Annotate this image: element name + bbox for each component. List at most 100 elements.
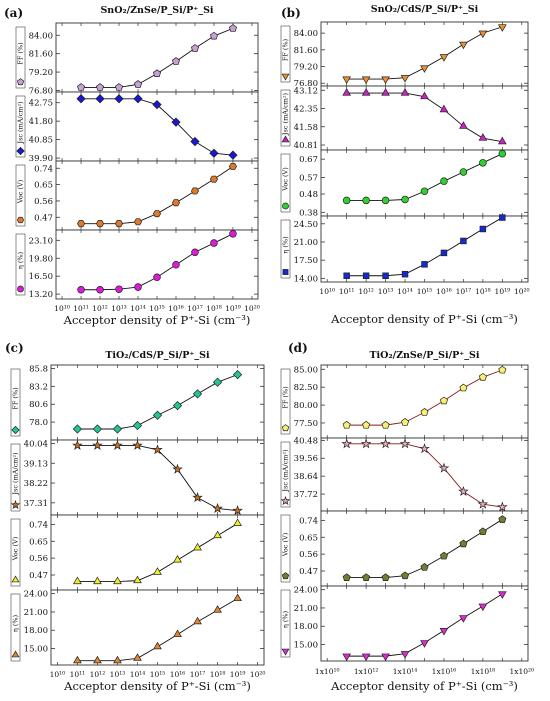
- x-axis: 1x10¹⁰ 1x10¹² 1x10¹⁴ 1x10¹⁶ 1x10¹⁸ 1x10²⁰ Acce…: [315, 667, 534, 693]
- data-point: [362, 196, 370, 205]
- data-point: [134, 218, 143, 226]
- data-point: [497, 591, 507, 599]
- data-point: [342, 76, 352, 85]
- ylabel-box: [280, 441, 291, 508]
- x-tick-label: 10¹²: [92, 304, 108, 313]
- x-tick-label: 10¹³: [111, 304, 127, 313]
- x-axis-label: Acceptor density of P⁺-Si (cm⁻³): [63, 313, 251, 327]
- ylabel-marker-icon: [281, 73, 290, 81]
- x-tick-label: 10¹⁶: [436, 287, 452, 296]
- ylabel-box: [280, 589, 291, 658]
- subplot-frame: [50, 439, 265, 516]
- subplot-0: 76.80 79.20 81.60 84.00 FF (%): [280, 21, 529, 89]
- data-point: [92, 439, 103, 450]
- y-axis-label: Jsc (mA/cm²): [12, 452, 20, 496]
- y-tick-label: 0.38: [299, 208, 318, 218]
- ylabel-marker-icon: [280, 495, 291, 506]
- subplot-frame: [55, 160, 259, 231]
- data-point: [152, 210, 162, 218]
- data-point: [228, 24, 237, 32]
- y-tick-label: 83.2: [29, 382, 48, 392]
- ylabel-box: [10, 368, 21, 437]
- data-point: [478, 30, 488, 39]
- y-tick-label: 15.00: [24, 645, 48, 655]
- data-point: [498, 149, 507, 158]
- subplot-2: 0.47 0.56 0.65 0.74 Voc (V): [10, 514, 265, 591]
- data-point: [400, 88, 410, 96]
- y-tick-label: 24.00: [24, 590, 48, 600]
- data-point: [132, 420, 143, 431]
- data-point: [382, 272, 389, 279]
- y-axis-label: Jsc (mA/cm²): [282, 92, 290, 136]
- y-tick-label: 39.90: [29, 154, 53, 164]
- data-point: [439, 627, 449, 636]
- data-point: [192, 492, 203, 503]
- data-point: [173, 554, 182, 563]
- y-tick-label: 40.48: [294, 436, 318, 446]
- data-point: [381, 76, 390, 85]
- x-tick-label: 10¹⁷: [187, 304, 203, 313]
- data-point: [478, 603, 488, 612]
- y-axis-label: η (%): [282, 610, 290, 628]
- y-tick-label: 0.47: [29, 571, 48, 581]
- ylabel-marker-icon: [281, 572, 290, 580]
- x-tick-label: 10¹⁵: [149, 304, 165, 313]
- data-point: [477, 498, 489, 509]
- ylabel-box: [15, 164, 26, 227]
- y-axis-label: Voc (V): [282, 532, 290, 557]
- x-tick-label: 10¹³: [110, 670, 126, 679]
- data-point: [209, 175, 218, 183]
- data-point: [193, 542, 202, 551]
- data-point: [115, 83, 124, 91]
- data-point: [342, 653, 352, 662]
- ylabel-box: [280, 153, 291, 213]
- data-point: [173, 629, 182, 638]
- data-point: [420, 640, 429, 648]
- y-tick-label: 76.80: [294, 79, 318, 89]
- x-tick-label: 10¹⁰: [50, 670, 66, 679]
- data-point: [213, 530, 222, 539]
- data-point: [361, 76, 371, 85]
- y-tick-label: 18.00: [24, 626, 48, 636]
- data-point: [153, 641, 162, 650]
- x-tick-label: 10¹⁵: [417, 287, 433, 296]
- y-tick-label: 0.56: [299, 550, 318, 560]
- y-tick-label: 40.85: [29, 136, 53, 146]
- subplot-0: 78.0 80.6 83.2 85.8 FF (%): [10, 364, 265, 441]
- y-tick-label: 0.74: [299, 516, 318, 526]
- ylabel-box: [15, 95, 26, 158]
- data-point: [420, 408, 429, 416]
- data-point: [459, 539, 468, 548]
- ylabel-marker-icon: [17, 285, 24, 293]
- y-tick-label: 0.67: [299, 155, 318, 165]
- x-tick-label: 10¹⁸: [210, 670, 226, 679]
- data-point: [420, 65, 429, 73]
- y-tick-label: 14.00: [294, 274, 318, 284]
- data-point: [478, 133, 488, 141]
- data-point: [497, 501, 508, 512]
- data-point: [115, 220, 124, 228]
- panel-label: (c): [5, 341, 24, 355]
- data-point: [420, 91, 429, 100]
- x-tick-label: 10²⁰: [244, 304, 260, 313]
- data-point: [232, 505, 243, 516]
- y-tick-label: 81.60: [29, 50, 53, 60]
- subplot-0: 77.50 80.00 82.50 85.00 FF (%): [280, 364, 529, 439]
- panel-d: (d) TiO₂/ZnSe/P_Si/P⁺_Si 77.50 80.00 82.50 85…: [280, 341, 534, 693]
- data-point: [113, 655, 122, 664]
- data-point: [362, 420, 371, 429]
- x-tick-label: 10¹⁴: [130, 304, 146, 313]
- subplot-frame: [320, 21, 529, 87]
- subplot-1: 37.31 38.22 39.13 40.04 Jsc (mA/cm²): [10, 439, 265, 516]
- data-point: [420, 563, 429, 571]
- x-tick-label: 10²⁰: [250, 670, 266, 679]
- data-point: [95, 94, 105, 104]
- y-tick-label: 40.81: [294, 141, 318, 151]
- ylabel-marker-icon: [281, 424, 290, 432]
- y-tick-label: 0.56: [34, 197, 53, 207]
- subplot-frame: [50, 589, 265, 666]
- y-tick-label: 23.10: [29, 236, 53, 246]
- data-point: [381, 573, 390, 581]
- data-point: [400, 75, 410, 83]
- data-point: [478, 372, 487, 381]
